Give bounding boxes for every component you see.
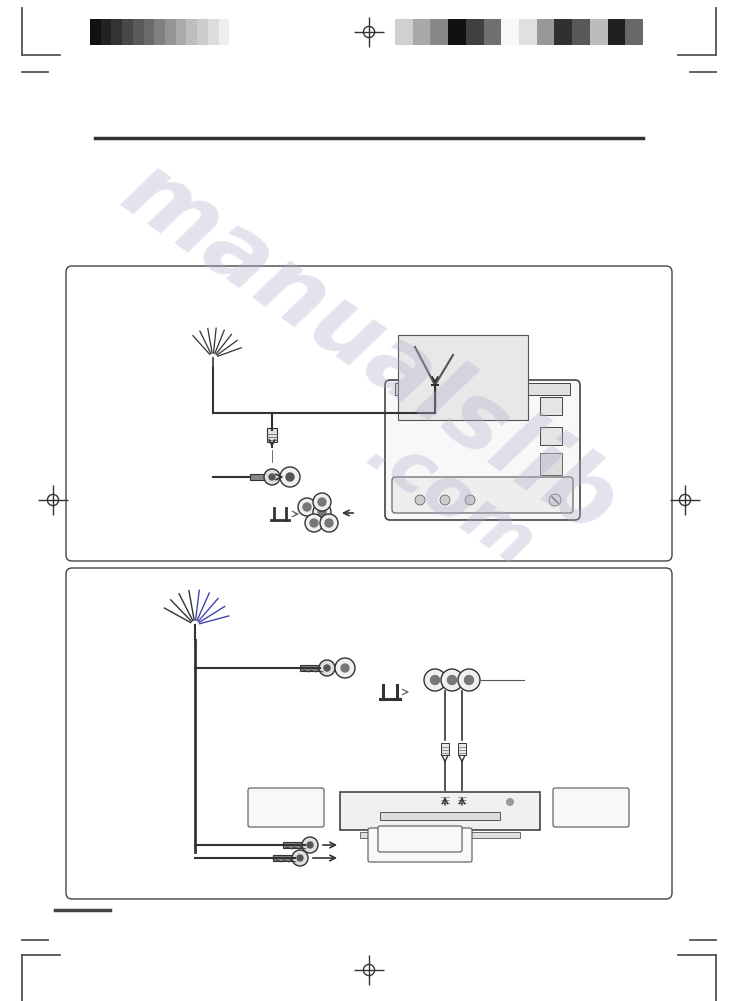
Circle shape bbox=[441, 669, 463, 691]
FancyBboxPatch shape bbox=[248, 788, 324, 827]
Bar bbox=[517, 387, 527, 394]
Bar bbox=[187, 19, 197, 45]
Circle shape bbox=[305, 514, 323, 532]
Circle shape bbox=[318, 498, 326, 506]
Circle shape bbox=[313, 503, 331, 521]
Bar bbox=[540, 397, 562, 415]
Circle shape bbox=[415, 495, 425, 505]
Circle shape bbox=[507, 799, 513, 805]
FancyBboxPatch shape bbox=[385, 380, 580, 520]
Bar bbox=[395, 383, 570, 395]
Bar bbox=[250, 474, 268, 480]
Bar bbox=[489, 387, 499, 394]
Bar bbox=[433, 387, 443, 394]
Circle shape bbox=[549, 494, 561, 506]
Circle shape bbox=[335, 658, 355, 678]
Bar bbox=[176, 19, 187, 45]
Circle shape bbox=[292, 850, 308, 866]
Bar bbox=[430, 19, 448, 45]
Bar bbox=[590, 19, 607, 45]
Bar bbox=[458, 793, 466, 805]
Bar bbox=[273, 855, 295, 861]
FancyBboxPatch shape bbox=[553, 788, 629, 827]
Circle shape bbox=[458, 669, 480, 691]
FancyBboxPatch shape bbox=[66, 266, 672, 561]
Bar bbox=[133, 19, 144, 45]
Circle shape bbox=[307, 842, 313, 848]
Bar bbox=[380, 812, 500, 820]
Bar bbox=[111, 19, 123, 45]
Circle shape bbox=[507, 799, 513, 805]
Bar bbox=[441, 743, 449, 755]
Bar bbox=[398, 335, 528, 420]
Bar bbox=[458, 743, 466, 755]
Bar bbox=[100, 19, 111, 45]
FancyBboxPatch shape bbox=[368, 828, 472, 862]
Bar bbox=[405, 387, 415, 394]
Bar bbox=[197, 19, 208, 45]
Circle shape bbox=[465, 495, 475, 505]
Circle shape bbox=[298, 498, 316, 516]
Bar bbox=[537, 19, 554, 45]
Circle shape bbox=[325, 519, 333, 527]
Bar bbox=[483, 19, 501, 45]
Text: manualslib: manualslib bbox=[105, 145, 633, 555]
Bar bbox=[340, 792, 540, 830]
Bar bbox=[607, 19, 625, 45]
Circle shape bbox=[507, 799, 513, 805]
Bar bbox=[300, 665, 322, 671]
Bar bbox=[540, 427, 562, 445]
Bar bbox=[461, 387, 471, 394]
Bar bbox=[267, 428, 277, 442]
Bar bbox=[395, 19, 413, 45]
Bar bbox=[519, 19, 537, 45]
Circle shape bbox=[264, 469, 280, 485]
Circle shape bbox=[313, 493, 331, 511]
Bar bbox=[230, 19, 240, 45]
Circle shape bbox=[319, 660, 335, 676]
Text: .com: .com bbox=[354, 418, 546, 582]
Bar bbox=[466, 19, 483, 45]
Bar bbox=[572, 19, 590, 45]
Circle shape bbox=[310, 519, 318, 527]
Circle shape bbox=[280, 467, 300, 487]
Circle shape bbox=[324, 665, 330, 671]
Bar bbox=[208, 19, 218, 45]
Circle shape bbox=[286, 473, 294, 481]
Bar bbox=[625, 19, 643, 45]
Circle shape bbox=[318, 508, 326, 516]
Circle shape bbox=[424, 669, 446, 691]
Bar bbox=[501, 19, 519, 45]
Bar bbox=[283, 842, 305, 848]
Bar bbox=[154, 19, 165, 45]
Circle shape bbox=[341, 664, 349, 672]
Circle shape bbox=[320, 514, 338, 532]
Bar bbox=[413, 19, 430, 45]
FancyBboxPatch shape bbox=[378, 826, 462, 852]
Circle shape bbox=[302, 837, 318, 853]
Circle shape bbox=[464, 676, 474, 685]
Circle shape bbox=[430, 676, 440, 685]
Bar bbox=[448, 19, 466, 45]
FancyBboxPatch shape bbox=[392, 477, 573, 513]
Bar bbox=[123, 19, 133, 45]
Circle shape bbox=[303, 503, 311, 511]
Circle shape bbox=[297, 855, 303, 861]
FancyBboxPatch shape bbox=[66, 568, 672, 899]
Bar bbox=[90, 19, 100, 45]
Circle shape bbox=[447, 676, 457, 685]
Bar bbox=[218, 19, 230, 45]
Circle shape bbox=[269, 474, 275, 480]
Bar bbox=[554, 19, 572, 45]
Circle shape bbox=[440, 495, 450, 505]
Bar bbox=[144, 19, 154, 45]
Bar bbox=[360, 832, 520, 838]
Bar bbox=[540, 453, 562, 475]
Bar bbox=[165, 19, 176, 45]
Bar bbox=[441, 793, 449, 805]
